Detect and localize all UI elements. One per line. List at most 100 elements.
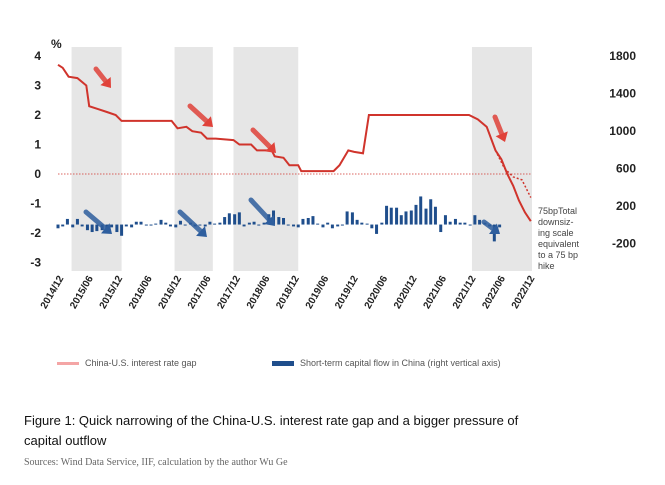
flow-bar bbox=[355, 219, 359, 225]
flow-bar bbox=[262, 222, 266, 225]
flow-bar bbox=[311, 216, 315, 225]
flow-bar bbox=[433, 206, 437, 225]
flow-bar bbox=[301, 218, 305, 225]
x-tick-label: 2014/12 bbox=[39, 274, 67, 311]
left-tick-label: 2 bbox=[34, 108, 41, 122]
x-tick-label: 2022/12 bbox=[510, 274, 538, 311]
flow-bar bbox=[292, 224, 296, 227]
x-tick-label: 2020/12 bbox=[392, 274, 420, 311]
left-tick-label: 4 bbox=[34, 49, 41, 63]
flow-bar bbox=[419, 196, 423, 225]
flow-bar bbox=[409, 210, 413, 225]
flow-bar bbox=[257, 224, 261, 226]
right-tick-label: -200 bbox=[612, 236, 636, 250]
flow-bar bbox=[345, 211, 349, 225]
flow-bar bbox=[139, 221, 143, 225]
flow-bar bbox=[75, 218, 79, 225]
x-tick-label: 2015/06 bbox=[68, 274, 96, 311]
x-tick-label: 2018/12 bbox=[274, 274, 302, 311]
flow-bar bbox=[183, 224, 187, 226]
flow-bar bbox=[316, 223, 320, 225]
flow-bar bbox=[65, 218, 69, 225]
flow-bar bbox=[110, 224, 114, 228]
flow-bar bbox=[198, 224, 202, 226]
flow-bar bbox=[370, 224, 374, 229]
flow-bar bbox=[71, 224, 75, 228]
left-tick-label: -1 bbox=[30, 197, 41, 211]
flow-bar bbox=[218, 222, 222, 225]
flow-bar bbox=[380, 222, 384, 225]
x-tick-label: 2021/06 bbox=[422, 274, 450, 311]
flow-bar bbox=[439, 224, 443, 233]
flow-bar bbox=[174, 224, 178, 228]
flow-bar bbox=[326, 222, 330, 225]
right-tick-label: 1000 bbox=[609, 124, 636, 138]
flow-bar bbox=[453, 218, 457, 225]
flow-bar bbox=[56, 224, 60, 229]
flow-bar bbox=[168, 224, 172, 227]
figure-source: Sources: Wind Data Service, IIF, calcula… bbox=[24, 457, 288, 468]
legend-label-capital-flow: Short-term capital flow in China (right … bbox=[300, 358, 501, 368]
flow-bar bbox=[115, 224, 119, 233]
flow-bar bbox=[375, 224, 379, 234]
rate-gap-forecast-line bbox=[494, 150, 532, 198]
left-tick-label: -3 bbox=[30, 256, 41, 270]
flow-bar bbox=[350, 212, 354, 225]
figure-caption: Figure 1: Quick narrowing of the China-U… bbox=[24, 413, 519, 448]
flow-bar bbox=[237, 212, 241, 225]
flow-bar bbox=[424, 208, 428, 225]
flow-bar bbox=[124, 224, 128, 227]
flow-bar bbox=[360, 222, 364, 225]
legend-item-capital-flow: Short-term capital flow in China (right … bbox=[272, 358, 501, 368]
flow-bar bbox=[448, 221, 452, 225]
left-axis-unit: % bbox=[51, 37, 62, 51]
flow-bar bbox=[247, 222, 251, 225]
flow-bar bbox=[306, 217, 310, 225]
flow-bar bbox=[389, 207, 393, 225]
arrow-down-red-icon bbox=[250, 127, 276, 153]
x-tick-label: 2016/12 bbox=[157, 274, 185, 311]
left-tick-label: 3 bbox=[34, 79, 41, 93]
flow-bar bbox=[178, 220, 182, 225]
x-tick-label: 2019/12 bbox=[333, 274, 361, 311]
right-tick-label: 600 bbox=[616, 161, 636, 175]
flow-bar bbox=[154, 223, 158, 225]
x-tick-label: 2021/12 bbox=[451, 274, 479, 311]
x-tick-label: 2017/06 bbox=[186, 274, 214, 311]
flow-bar bbox=[277, 217, 281, 225]
x-tick-label: 2019/06 bbox=[304, 274, 332, 311]
arrow-down-blue-icon bbox=[248, 197, 275, 226]
flow-bar bbox=[340, 224, 344, 226]
flow-bar bbox=[365, 223, 369, 225]
flow-bar bbox=[159, 219, 163, 225]
right-tick-label: 200 bbox=[616, 199, 636, 213]
flow-bar bbox=[478, 219, 482, 225]
flow-bar bbox=[203, 224, 207, 227]
legend-swatch-capital-flow bbox=[272, 361, 294, 367]
flow-bar bbox=[252, 221, 256, 225]
right-tick-label: 1800 bbox=[609, 49, 636, 63]
arrow-down-blue-icon bbox=[83, 209, 112, 234]
flow-bar bbox=[164, 222, 168, 225]
flow-bar bbox=[208, 221, 212, 225]
flow-bar bbox=[330, 224, 334, 229]
x-tick-label: 2022/06 bbox=[480, 274, 508, 311]
arrow-down-blue-icon bbox=[177, 209, 207, 237]
flow-bar bbox=[213, 223, 217, 225]
flow-bar bbox=[404, 211, 408, 225]
rate-gap-line bbox=[57, 63, 532, 222]
flow-bar bbox=[321, 224, 325, 228]
flow-bar bbox=[395, 207, 399, 225]
flow-bar bbox=[85, 224, 89, 231]
flow-bar bbox=[120, 224, 124, 236]
flow-bar bbox=[336, 224, 340, 227]
flow-bar bbox=[282, 217, 286, 225]
flow-bar bbox=[399, 215, 403, 225]
flow-bar bbox=[414, 204, 418, 225]
shaded-period-2 bbox=[233, 47, 299, 271]
flow-bar bbox=[61, 224, 65, 227]
left-tick-label: -2 bbox=[30, 226, 41, 240]
flow-bar bbox=[443, 215, 447, 225]
flow-bar bbox=[296, 224, 300, 228]
flow-bar bbox=[144, 224, 148, 226]
